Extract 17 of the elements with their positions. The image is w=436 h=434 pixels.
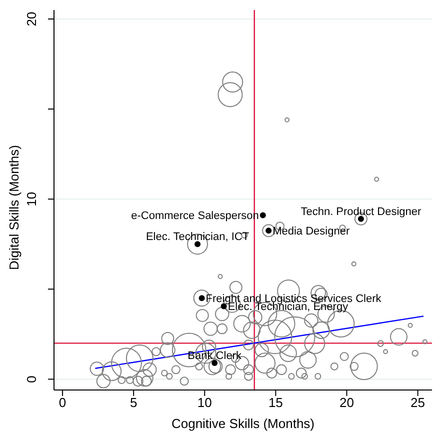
point <box>260 212 266 218</box>
annotation: Media Designer <box>272 226 350 238</box>
x-tick-label: 25 <box>410 395 426 410</box>
y-tick-label: 0 <box>24 376 39 383</box>
point <box>212 360 218 366</box>
annotation: Elec. Technician, ICT <box>146 231 250 244</box>
x-tick-label: 15 <box>268 395 283 410</box>
annotation: Techn. Product Designer <box>300 206 422 218</box>
x-tick-label: 0 <box>58 395 66 410</box>
y-tick-label: 10 <box>24 192 39 206</box>
annotation: Bank Clerk <box>188 350 242 362</box>
x-tick-label: 10 <box>197 395 212 410</box>
y-tick-label: 20 <box>24 12 39 26</box>
y-axis-title: Digital Skills (Months) <box>6 145 22 270</box>
x-tick-label: 5 <box>130 395 138 410</box>
x-tick-label: 20 <box>340 395 354 410</box>
x-axis-title: Cognitive Skills (Months) <box>171 416 315 431</box>
